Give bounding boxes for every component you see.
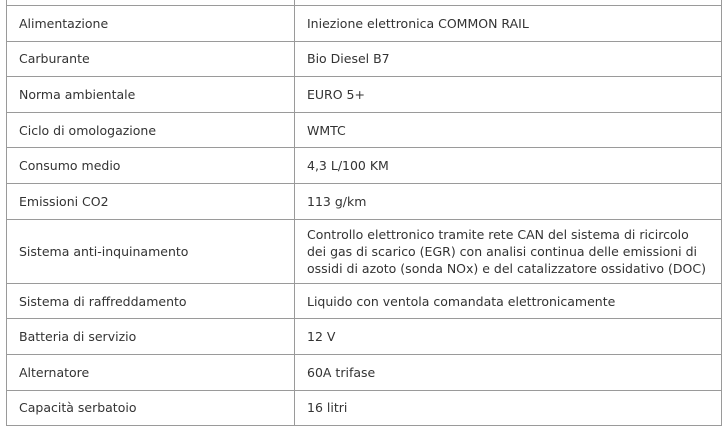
text-line: dei gas di scarico (EGR) con analisi con… (307, 243, 698, 259)
table-row: Capacità serbatoio 16 litri (6, 390, 722, 426)
text-line: ossidi di azoto (sonda NOx) e del catali… (307, 260, 706, 276)
spec-value: 4,3 L/100 KM (294, 148, 722, 183)
table-row: Sistema di raffreddamento Liquido con ven… (6, 283, 722, 320)
page: Alimentazione Iniezione elettronica COMMO… (6, 0, 722, 426)
spec-label: Carburante (6, 41, 294, 77)
spec-label: Sistema anti-inquinamento (6, 219, 294, 283)
spec-value: 60A trifase (294, 354, 722, 390)
spec-label: Sistema di raffreddamento (6, 283, 294, 319)
spec-value: 16 litri (294, 390, 722, 426)
table-row: Batteria di servizio 12 V (6, 319, 722, 355)
spec-value: WMTC (294, 112, 722, 148)
spec-value: Controllo elettronico tramite rete CAN d… (294, 219, 722, 283)
spec-value: EURO 5+ (294, 77, 722, 112)
spec-label: Batteria di servizio (6, 319, 294, 354)
spec-value: 12 V (294, 319, 722, 354)
table-row: Alternatore 60A trifase (6, 354, 722, 391)
text-line: Controllo elettronico tramite rete CAN d… (307, 226, 689, 242)
spec-label: Alternatore (6, 354, 294, 390)
table-row: Consumo medio 4,3 L/100 KM (6, 148, 722, 184)
spec-value: Liquido con ventola comandata elettronic… (294, 283, 722, 319)
spec-value: Iniezione elettronica COMMON RAIL (294, 6, 722, 41)
spec-label: Alimentazione (6, 6, 294, 41)
spec-label: Consumo medio (6, 148, 294, 183)
table-row: Alimentazione Iniezione elettronica COMMO… (6, 6, 722, 42)
table-row: Carburante Bio Diesel B7 (6, 41, 722, 78)
table-row: Emissioni CO2 113 g/km (6, 183, 722, 220)
spec-value: 113 g/km (294, 183, 722, 219)
spec-value: Bio Diesel B7 (294, 41, 722, 77)
spec-label: Capacità serbatoio (6, 390, 294, 426)
table-top-edge (6, 0, 722, 5)
spec-label: Emissioni CO2 (6, 183, 294, 219)
spec-label: Norma ambientale (6, 77, 294, 112)
table-row: Sistema anti-inquinamento Controllo elett… (6, 219, 722, 284)
table-row: Ciclo di omologazione WMTC (6, 112, 722, 149)
table-row: Norma ambientale EURO 5+ (6, 77, 722, 113)
spec-label: Ciclo di omologazione (6, 112, 294, 148)
spec-table: Alimentazione Iniezione elettronica COMMO… (6, 5, 722, 426)
